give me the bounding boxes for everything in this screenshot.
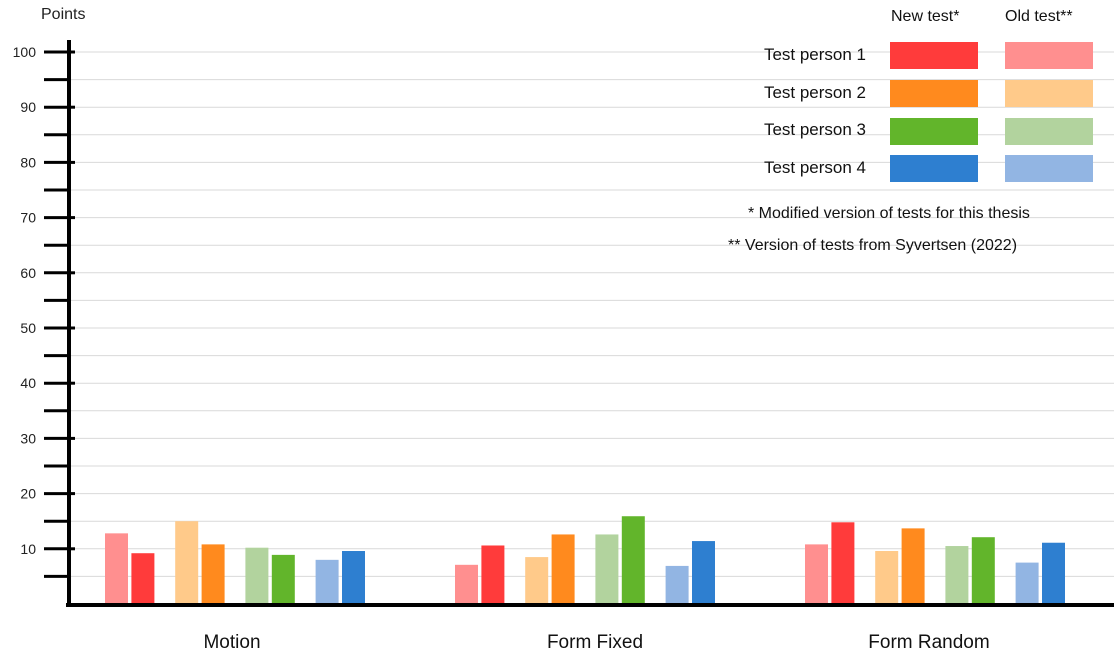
bar-form-random-4-old (1015, 562, 1039, 604)
y-tick-label-100: 100 (13, 44, 37, 60)
legend-label-person-1: Test person 1 (763, 45, 866, 64)
legend-label-person-3: Test person 3 (763, 120, 866, 139)
legend-swatch-person-3-old (1005, 118, 1093, 145)
y-tick-label-90: 90 (20, 99, 36, 115)
legend-swatch-person-1-old (1005, 42, 1093, 69)
bar-motion-3-old (245, 547, 269, 604)
y-tick-label-40: 40 (20, 375, 36, 391)
y-tick-label-20: 20 (20, 486, 36, 502)
bar-motion-2-old (175, 521, 199, 604)
bar-form-fixed-1-old (455, 564, 478, 604)
bar-motion-4-old (315, 559, 339, 604)
gridlines (69, 51, 1114, 577)
bar-form-random-1-old (805, 544, 828, 604)
y-axis (44, 40, 1114, 607)
y-tick-label-60: 60 (20, 265, 36, 281)
legend-label-person-4: Test person 4 (763, 158, 866, 177)
y-tick-label-10: 10 (20, 541, 36, 557)
legend-swatch-person-4-old (1005, 155, 1093, 182)
bar-form-random-3-old (945, 546, 969, 604)
bar-form-random-2-new (901, 528, 925, 604)
bar-motion-2-new (201, 544, 225, 604)
bar-form-fixed-1-new (481, 545, 505, 604)
bar-motion-4-new (342, 551, 365, 604)
bar-form-fixed-4-new (692, 541, 715, 604)
y-tick-label-50: 50 (20, 320, 36, 336)
legend-swatch-person-2-old (1005, 80, 1093, 107)
y-tick-label-80: 80 (20, 154, 36, 170)
bar-form-random-1-new (831, 522, 855, 604)
y-tick-labels: 10 20 30 40 50 60 70 80 90 100 (13, 44, 37, 557)
category-label-form-random: Form Random (868, 632, 990, 653)
legend-swatch-person-3-new (890, 118, 978, 145)
footnote-old-test: ** Version of tests from Syvertsen (2022… (728, 237, 1018, 254)
bar-form-random-4-new (1042, 542, 1065, 604)
category-label-motion: Motion (203, 632, 261, 653)
legend-header-new: New test* (891, 8, 960, 25)
bar-motion-1-new (131, 553, 155, 604)
bar-form-fixed-2-new (551, 534, 575, 604)
bar-motion-1-old (105, 533, 128, 604)
legend-swatch-person-4-new (890, 155, 978, 182)
y-axis-label: Points (41, 6, 86, 23)
footnote-new-test: * Modified version of tests for this the… (748, 205, 1030, 222)
bar-form-fixed-4-old (665, 565, 689, 604)
bars (105, 516, 1065, 604)
bar-form-fixed-2-old (525, 557, 549, 604)
legend-header-old: Old test** (1005, 8, 1073, 25)
bar-form-fixed-3-new (621, 516, 645, 604)
y-tick-label-30: 30 (20, 430, 36, 446)
legend-swatch-person-1-new (890, 42, 978, 69)
legend-label-person-2: Test person 2 (763, 83, 866, 102)
bar-form-random-2-old (875, 551, 899, 604)
bar-form-random-3-new (971, 537, 995, 604)
bar-form-fixed-3-old (595, 534, 619, 604)
y-tick-label-70: 70 (20, 210, 36, 226)
bar-motion-3-new (271, 554, 295, 604)
legend-swatch-person-2-new (890, 80, 978, 107)
category-label-form-fixed: Form Fixed (546, 632, 644, 653)
